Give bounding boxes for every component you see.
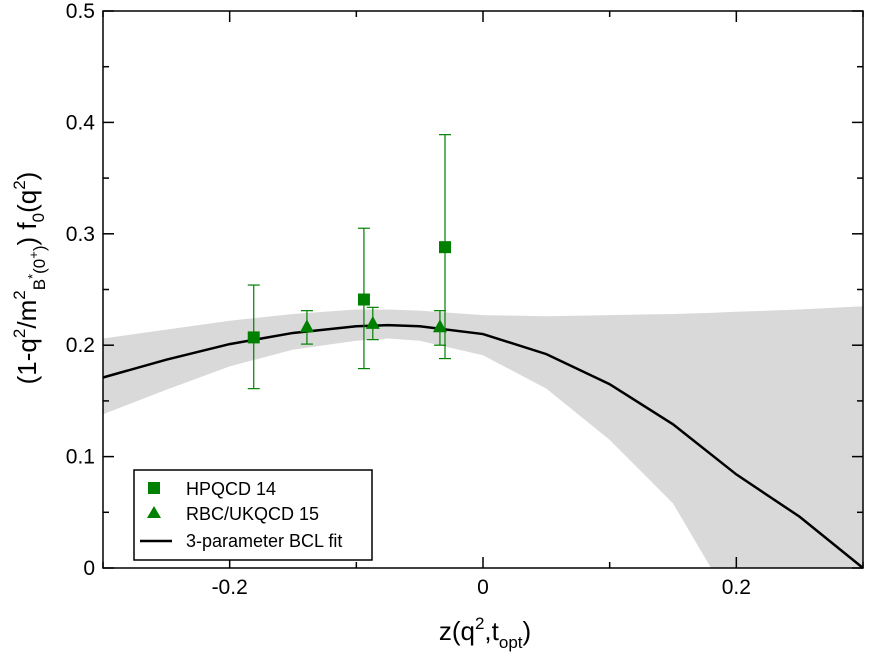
fit-error-band <box>103 306 863 568</box>
legend-label-hpqcd: HPQCD 14 <box>186 479 276 499</box>
data-point-rbc-2 <box>432 319 447 333</box>
legend-box <box>133 469 373 561</box>
legend-marker-hpqcd <box>148 482 160 494</box>
x-tick-label: -0.2 <box>212 576 248 599</box>
data-point-hpqcd-2 <box>439 241 451 254</box>
error-band-layer <box>103 306 863 568</box>
y-tick-label: 0.1 <box>66 446 95 469</box>
x-axis-label: z(q2,topt) <box>439 614 531 652</box>
y-tick-label: 0.2 <box>66 334 95 357</box>
data-point-rbc-0 <box>299 319 314 333</box>
y-axis-label: (1-q2/m2B*(0+)) f0(q2) <box>10 172 49 385</box>
data-point-hpqcd-0 <box>247 331 260 344</box>
tick-layer: -0.2 0 0.2 0 0.1 0.2 0.3 0.4 0.5 <box>66 0 864 599</box>
fit-line-layer <box>102 323 864 569</box>
bcl-fit-line <box>102 323 864 569</box>
y-tick-label: 0.5 <box>66 0 95 23</box>
svg-text:(1-q2/m2B*(0+)) f0(q2): (1-q2/m2B*(0+)) f0(q2) <box>10 172 49 385</box>
y-tick-label: 0 <box>83 557 95 580</box>
legend-label-rbc: RBC/UKQCD 15 <box>186 504 319 524</box>
legend-marker-rbc <box>147 506 161 518</box>
data-point-rbc-1 <box>365 315 380 329</box>
legend: HPQCD 14 RBC/UKQCD 15 3-parameter BCL fi… <box>133 469 373 561</box>
y-tick-label: 0.3 <box>66 223 95 246</box>
x-tick-label: 0.2 <box>722 576 751 599</box>
x-tick-label: 0 <box>477 576 489 599</box>
data-point-hpqcd-1 <box>357 293 370 306</box>
y-tick-label: 0.4 <box>66 111 96 134</box>
legend-label-fit: 3-parameter BCL fit <box>186 531 342 551</box>
marker-layer <box>247 241 451 344</box>
